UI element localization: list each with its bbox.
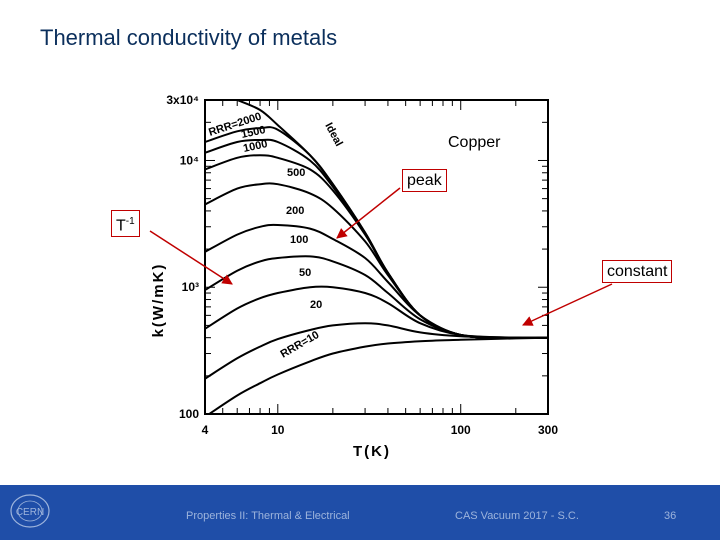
t-inverse-exponent: -1 <box>125 216 135 227</box>
series-label-1500: 1500 <box>240 124 266 141</box>
conductivity-chart: 4 10 100 3003x10⁴10⁴10³100IdealRRR=20001500… <box>149 93 613 460</box>
x-tick-label: 100 <box>451 423 471 437</box>
series-label-1000: 1000 <box>242 138 268 155</box>
series-line-ideal <box>236 100 548 339</box>
series-label-50: 50 <box>299 267 311 279</box>
series-label-rrr-10: RRR=10 <box>279 329 322 361</box>
x-tick-label: 10 <box>271 423 285 437</box>
logo-text: CERN <box>16 507 44 518</box>
y-tick-label: 3x10⁴ <box>166 93 199 107</box>
x-tick-label: 300 <box>538 423 558 437</box>
page-number: 36 <box>664 510 677 522</box>
copper-label: Copper <box>448 134 501 151</box>
y-axis-label: k(W/mK) <box>150 263 167 338</box>
footer-presentation-title: Properties II: Thermal & Electrical <box>186 510 350 522</box>
series-line-1500 <box>205 138 548 339</box>
series-label-ideal: Ideal <box>322 121 344 149</box>
y-tick-label: 10⁴ <box>180 153 199 167</box>
x-tick-label: 4 <box>202 423 209 437</box>
t-inverse-base: T <box>116 217 126 235</box>
series-label-20: 20 <box>310 299 322 311</box>
series-line-rrr-2000 <box>205 126 548 339</box>
y-tick-label: 10³ <box>182 280 199 294</box>
series-label-500: 500 <box>287 167 305 179</box>
peak-arrow <box>336 187 401 239</box>
cern-logo: CERN <box>10 494 50 528</box>
footer-bar <box>0 485 720 540</box>
series-line-50 <box>205 285 548 339</box>
t-inverse-callout: T-1 <box>111 210 140 238</box>
series-label-200: 200 <box>286 205 304 217</box>
footer-event: CAS Vacuum 2017 - S.C. <box>455 510 579 522</box>
series-line-rrr-10 <box>207 336 548 414</box>
slide-title: Thermal conductivity of metals <box>40 25 338 50</box>
t-inverse-arrow <box>149 230 233 285</box>
peak-callout: peak <box>402 169 447 192</box>
constant-arrow <box>522 283 613 326</box>
series-line-200 <box>205 223 548 339</box>
series-label-100: 100 <box>290 234 308 246</box>
plot-frame <box>204 99 549 415</box>
x-axis-label: T(K) <box>353 443 391 460</box>
series-line-20 <box>205 322 548 380</box>
y-tick-label: 100 <box>179 407 199 421</box>
constant-callout: constant <box>602 260 673 283</box>
series-line-1000 <box>205 154 548 339</box>
